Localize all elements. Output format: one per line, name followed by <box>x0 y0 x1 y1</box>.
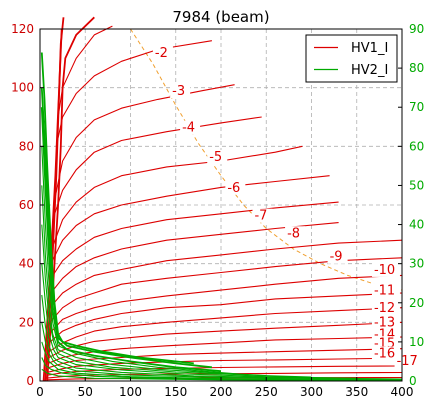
series-curve <box>41 368 403 382</box>
y-right-tick-label: 80 <box>409 61 424 75</box>
series-curve <box>40 107 222 373</box>
series-curve <box>47 336 403 364</box>
contour-label-bg <box>371 301 400 316</box>
contour-label-layer: -2-3-4-5-6-7-8-9-10-11-12-13-14-15-16 -17 <box>152 45 423 369</box>
contour-label: -3 <box>172 84 185 99</box>
x-tick-label: 150 <box>164 385 187 399</box>
series-curve <box>48 274 403 335</box>
y-right-tick-label: 60 <box>409 139 424 153</box>
series-curve <box>41 224 312 378</box>
x-tick-label: 400 <box>391 385 414 399</box>
contour-label-bg <box>252 208 273 223</box>
series-curve <box>53 84 235 206</box>
y-right-tick-label: 10 <box>409 335 424 349</box>
y-right-tick-label: 0 <box>409 374 417 388</box>
y-left-tick-label: 0 <box>26 374 34 388</box>
y-left-tick-label: 120 <box>11 22 34 36</box>
contour-label: -16 <box>374 347 395 362</box>
series-curve <box>49 257 403 323</box>
y-right-tick-label: 20 <box>409 296 424 310</box>
series-curve <box>57 25 113 118</box>
contour-label-bg <box>207 150 228 164</box>
series-curve <box>51 145 303 250</box>
series-curve <box>50 222 339 294</box>
legend-label-hv1: HV1_I <box>351 41 388 56</box>
contour-label: -11 <box>374 283 395 298</box>
series-curve <box>40 52 194 365</box>
y-right-tick-label: 40 <box>409 218 424 232</box>
y-left-tick-label: 60 <box>19 198 34 212</box>
x-tick-label: 350 <box>345 385 368 399</box>
series-layer <box>40 16 403 382</box>
series-curve <box>41 146 240 375</box>
legend-label-hv2: HV2_I <box>351 63 388 78</box>
series-curve <box>41 185 267 377</box>
y-right-tick-label: 90 <box>409 22 424 36</box>
contour-label: -4 <box>182 121 195 136</box>
series-curve <box>52 116 262 220</box>
contour-label-bg <box>371 262 400 277</box>
y-right-tick-label: 50 <box>409 178 424 192</box>
contour-label-bg <box>285 226 306 241</box>
contour-label: -13 <box>374 316 395 331</box>
x-tick-label: 0 <box>36 385 44 399</box>
series-curve <box>50 175 330 264</box>
series-curve <box>44 17 65 382</box>
axis-layer: 0 50 100 150 200 250 300 350 4000204060801001200… <box>11 22 424 399</box>
y-left-tick-label: 100 <box>11 81 34 95</box>
contour-label-bg <box>327 249 348 264</box>
x-tick-label: 50 <box>78 385 93 399</box>
y-right-tick-label: 30 <box>409 257 424 271</box>
legend: HV1_I HV2_I <box>305 34 398 83</box>
y-left-tick-label: 80 <box>19 139 34 153</box>
x-tick-label: 250 <box>255 385 278 399</box>
contour-label: -8 <box>287 226 300 241</box>
x-tick-label: 200 <box>210 385 233 399</box>
contour-label-bg <box>225 180 246 195</box>
series-curve <box>41 294 403 380</box>
contour-label-bg <box>170 84 191 98</box>
series-curve <box>41 263 357 379</box>
x-tick-label: 100 <box>119 385 142 399</box>
y-left-tick-label: 40 <box>19 257 34 271</box>
contour-label-bg <box>371 283 400 298</box>
legend-box <box>305 34 398 83</box>
x-tick-label: 300 <box>300 385 323 399</box>
contour-label-bg <box>152 45 173 60</box>
contour-label: -2 <box>155 46 168 61</box>
contour-label-bg <box>371 315 400 330</box>
series-curve <box>48 307 403 353</box>
contour-label: -10 <box>374 263 395 278</box>
series-curve <box>48 292 403 344</box>
contour-label: -7 <box>254 209 267 224</box>
y-right-tick-label: 70 <box>409 100 424 114</box>
contour-label-bg <box>180 120 201 135</box>
series-curve <box>49 239 403 309</box>
contour-label: -12 <box>374 301 395 316</box>
contour-label: -17 <box>397 354 418 369</box>
series-curve <box>48 321 403 358</box>
y-left-tick-label: 20 <box>19 315 34 329</box>
chart-title: 7984 (beam) <box>172 8 269 26</box>
contour-label: -9 <box>330 250 343 265</box>
contour-label: -6 <box>227 181 240 196</box>
series-curve <box>41 322 403 380</box>
contour-label: -5 <box>209 150 222 165</box>
contour-label-bg <box>371 346 400 361</box>
